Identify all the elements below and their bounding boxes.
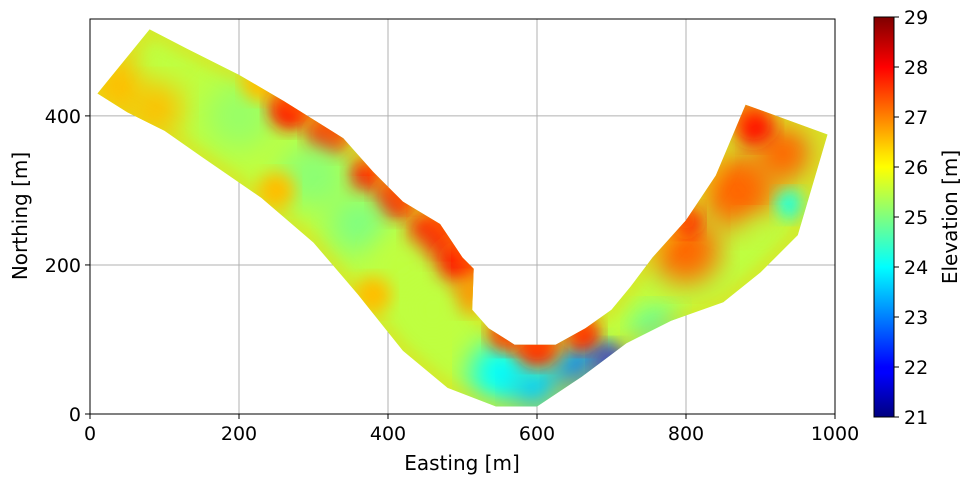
- colorbar-tick-label: 27: [904, 107, 928, 129]
- colorbar-tick-label: 25: [904, 207, 928, 229]
- x-tick-label: 400: [370, 423, 406, 445]
- colorbar-tick-label: 28: [904, 57, 928, 79]
- elevation-patch: [279, 141, 348, 210]
- y-tick-label: 400: [45, 106, 81, 128]
- colorbar-label: Elevation [m]: [938, 150, 962, 284]
- colorbar-ticks: 21 22 23 24 25 26 27 28 29: [894, 7, 928, 429]
- colorbar-tick-label: 21: [904, 407, 928, 429]
- x-axis-ticks: 0 200 400 600 800 1000: [84, 414, 859, 445]
- x-tick-label: 600: [519, 423, 555, 445]
- x-tick-label: 0: [84, 423, 96, 445]
- x-tick-label: 1000: [811, 423, 859, 445]
- y-axis-label: Northing [m]: [8, 152, 32, 280]
- axes-frame: [89, 18, 836, 415]
- colorbar-tick-label: 22: [904, 357, 928, 379]
- elevation-patch: [741, 216, 780, 254]
- x-tick-label: 200: [221, 423, 257, 445]
- x-tick-label: 800: [668, 423, 704, 445]
- elevation-patch: [402, 279, 463, 340]
- y-tick-label: 200: [45, 255, 81, 277]
- y-tick-label: 0: [69, 404, 81, 426]
- colorbar-tick-label: 23: [904, 307, 928, 329]
- elevation-patch: [373, 235, 433, 295]
- elevation-patch: [328, 194, 389, 254]
- x-axis-label: Easting [m]: [404, 451, 520, 475]
- colorbar-tick-label: 24: [904, 257, 928, 279]
- y-axis-ticks: 0 200 400: [45, 106, 90, 426]
- colorbar-tick-label: 29: [904, 7, 928, 29]
- colorbar: [873, 16, 895, 418]
- elevation-patch: [775, 190, 806, 221]
- colorbar-tick-label: 26: [904, 157, 928, 179]
